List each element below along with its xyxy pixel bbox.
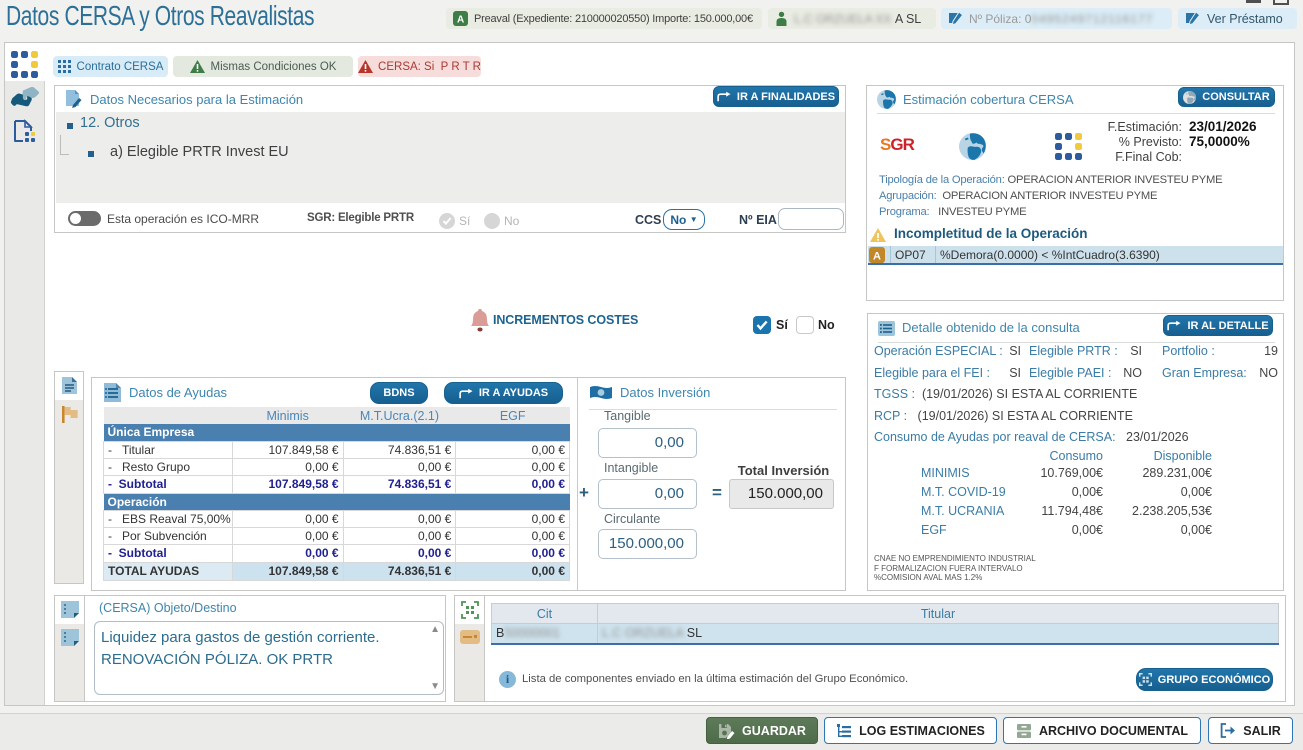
svg-text:A: A [457,15,464,26]
svg-text:A: A [873,251,881,263]
